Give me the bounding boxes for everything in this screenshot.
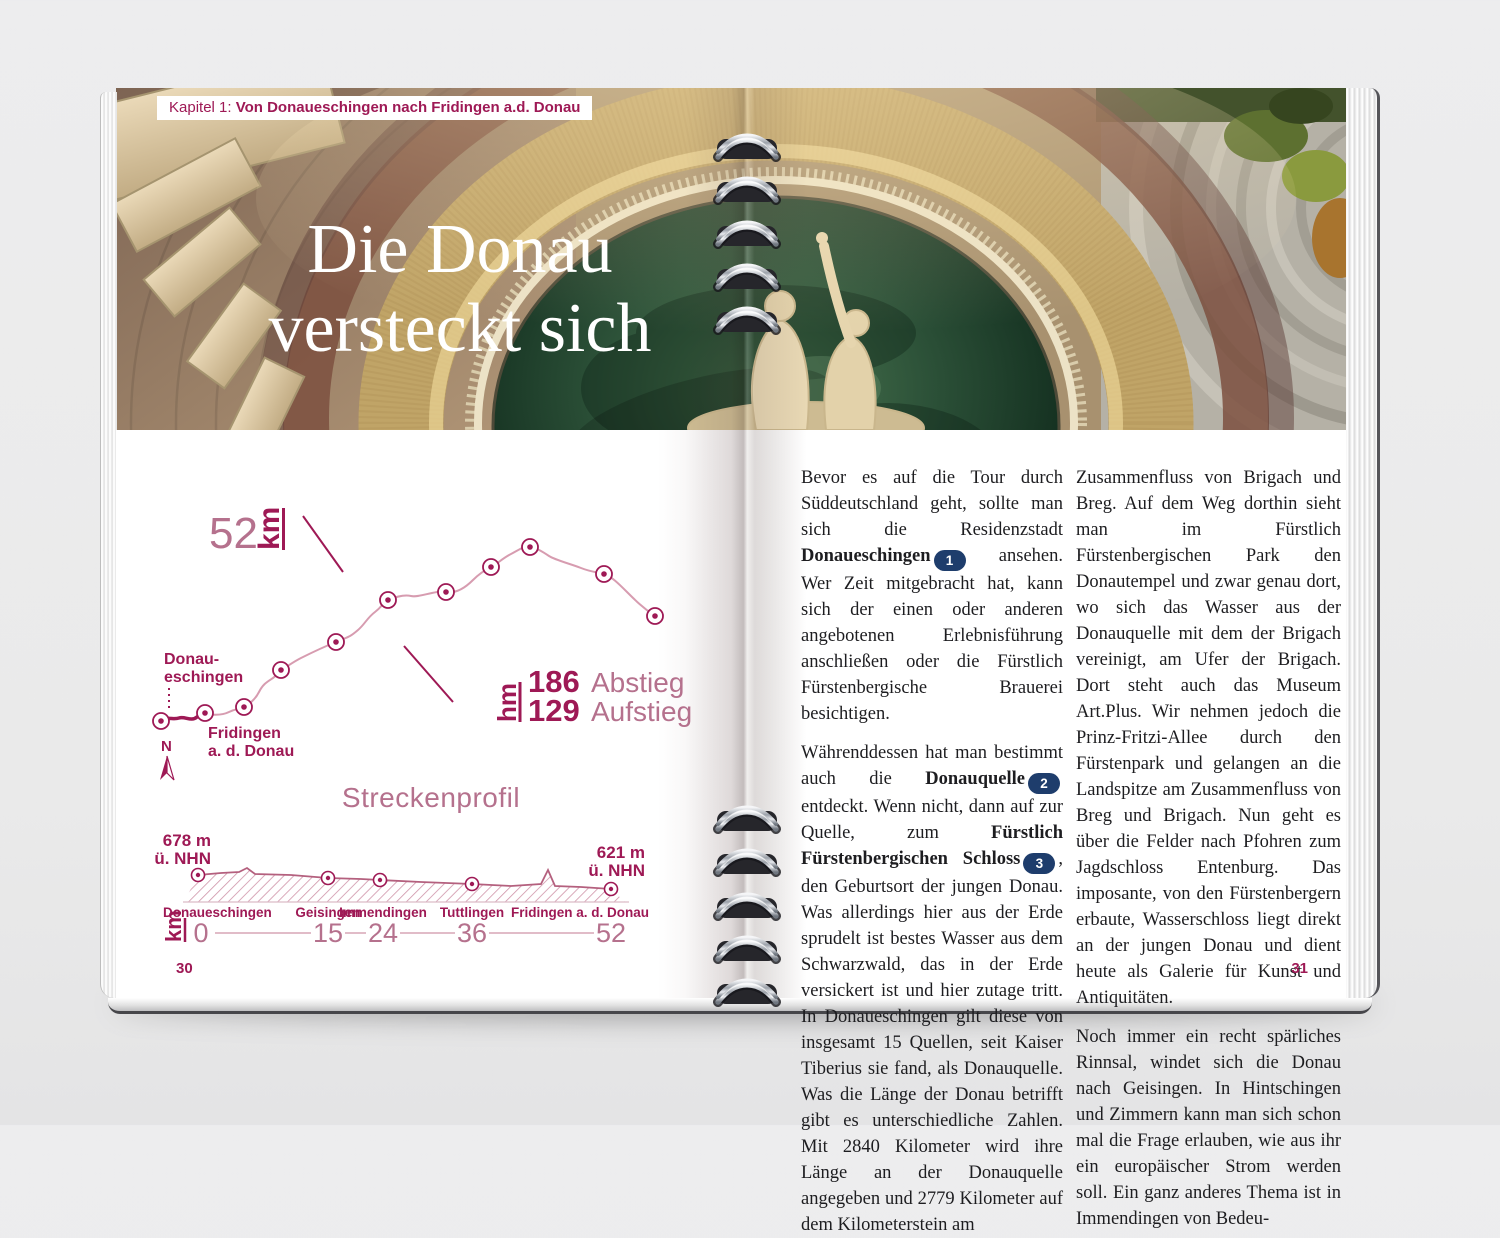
route-waypoint-dots (158, 544, 658, 724)
profile-place-3: Tuttlingen (440, 905, 504, 920)
marker-badge: 3 (1023, 853, 1056, 874)
right-page: Bevor es auf die Tour durch Süddeutschla… (746, 430, 1346, 1235)
profile-waypoint-dots (195, 872, 614, 892)
spiral-coil (711, 843, 783, 877)
page-stack-left-edge (100, 92, 117, 998)
text-column-1: Bevor es auf die Tour durch Süddeutschla… (801, 465, 1063, 1235)
svg-text:52: 52 (596, 918, 626, 948)
svg-text:0: 0 (193, 918, 208, 948)
end-elevation-line1: 621 m (597, 843, 645, 862)
paragraph: Zusammenfluss von Brigach und Breg. Auf … (1076, 468, 1341, 1008)
start-elevation-line2: ü. NHN (154, 849, 211, 868)
profile-waypoints (190, 867, 619, 897)
route-map: 52 km Donau- eschingen Fridingen a. d. (152, 507, 692, 781)
svg-text:15: 15 (313, 918, 343, 948)
elevation-profile-chart: 678 m ü. NHN 621 m ü. NHN Donaueschingen… (154, 831, 649, 948)
page-stack-right-edge (1346, 88, 1380, 998)
svg-text:24: 24 (368, 918, 398, 948)
page-stack-bottom-edge (108, 998, 1372, 1014)
descent-label: Abstieg (591, 667, 684, 698)
hero-photo-illustration (116, 88, 1346, 430)
spiral-coil (711, 973, 783, 1007)
profile-place-0: Donaueschingen (163, 905, 272, 920)
spiral-coil (711, 930, 783, 964)
profile-place-1: Geisingen (295, 905, 360, 920)
chapter-number: Kapitel 1: (169, 99, 232, 116)
page-title: Die Donau versteckt sich (140, 210, 780, 368)
svg-text:N: N (161, 738, 172, 755)
paragraph: Bevor es auf die Tour durch Süddeutschla… (801, 468, 1063, 724)
spiral-coil (711, 258, 783, 292)
map-end-label-2: a. d. Donau (208, 743, 294, 760)
spiral-coil (711, 301, 783, 335)
distance-value: 52 (209, 509, 258, 558)
spiral-coil (711, 887, 783, 921)
chapter-header: Kapitel 1: Von Donaueschingen nach Fridi… (157, 96, 593, 120)
km-axis-ticks: 0 15 24 36 52 (193, 918, 626, 948)
elevation-unit-vertical: hm (492, 683, 522, 722)
ascent-value: 129 (528, 693, 580, 728)
page-title-line1: Die Donau (307, 211, 613, 288)
compass-icon: N (160, 738, 175, 781)
elevation-stats: hm 186 Abstieg 129 Aufstieg (492, 664, 692, 728)
spiral-coil (711, 800, 783, 834)
map-start-label-1: Donau- (164, 651, 219, 668)
ascent-label: Aufstieg (591, 696, 692, 727)
text-column-2: Zusammenfluss von Brigach und Breg. Auf … (1076, 465, 1341, 1229)
page-title-line2: versteckt sich (268, 290, 652, 367)
callout-line-distance (302, 515, 344, 573)
distance-unit-vertical: km (253, 507, 286, 550)
page-number-right: 31 (1291, 960, 1308, 977)
end-elevation-line2: ü. NHN (588, 861, 645, 880)
spiral-coil (711, 215, 783, 249)
svg-text:36: 36 (457, 918, 487, 948)
marker-badge: 2 (1028, 773, 1060, 794)
route-waypoints (152, 538, 664, 730)
callout-line-elevation (403, 645, 454, 703)
route-line (160, 545, 656, 722)
profile-place-2: Immendingen (339, 905, 427, 920)
map-start-label-2: eschingen (164, 669, 243, 686)
profile-place-4: Fridingen a. d. Donau (511, 905, 649, 920)
map-end-label-1: Fridingen (208, 725, 281, 742)
left-page: 52 km Donau- eschingen Fridingen a. d. (116, 430, 746, 998)
start-elevation-line1: 678 m (163, 831, 211, 850)
descent-value: 186 (528, 664, 580, 699)
chapter-title: Von Donaueschingen nach Fridingen a.d. D… (235, 99, 581, 116)
marker-badge: 1 (933, 550, 966, 571)
hero-photo-donauquelle (116, 88, 1346, 430)
book-spread: Kapitel 1: Von Donaueschingen nach Fridi… (100, 86, 1382, 1235)
paragraph: Währenddessen hat man bestimmt auch die … (801, 743, 1063, 1235)
paragraph: Noch immer ein recht spärliches Rinnsal,… (1076, 1027, 1341, 1229)
spiral-coil (711, 171, 783, 205)
spiral-coil (711, 128, 783, 162)
page-number-left: 30 (176, 960, 193, 977)
profile-area-hatch (184, 868, 625, 902)
km-axis-unit-vertical: km (161, 910, 186, 942)
profile-title: Streckenprofil (341, 782, 521, 813)
